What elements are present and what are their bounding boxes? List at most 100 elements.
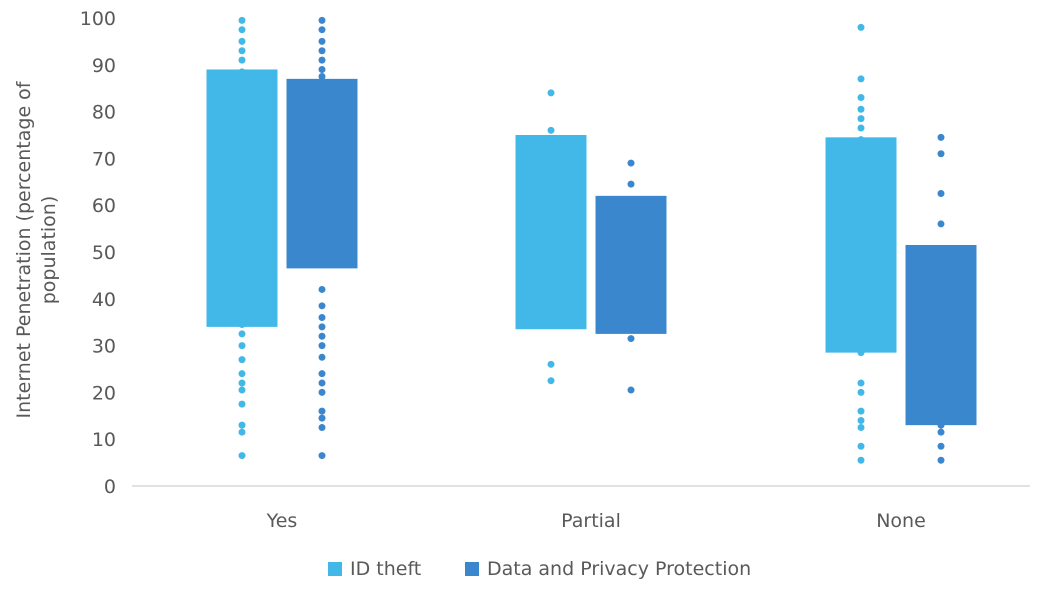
data-point-data-privacy (318, 182, 326, 190)
data-point-data-privacy (318, 370, 326, 378)
data-point-id-theft (238, 75, 246, 83)
x-tick-label: None (876, 510, 926, 532)
data-point-id-theft (238, 26, 246, 34)
data-point-data-privacy (937, 442, 945, 450)
data-point-data-privacy (318, 157, 326, 165)
data-point-id-theft (238, 204, 246, 212)
data-point-id-theft (238, 82, 246, 90)
data-point-id-theft (857, 23, 865, 31)
data-point-id-theft (238, 180, 246, 188)
y-tick-label: 80 (92, 102, 116, 124)
data-point-data-privacy (937, 384, 945, 392)
data-point-data-privacy (318, 388, 326, 396)
data-point-id-theft (857, 243, 865, 251)
data-point-id-theft (238, 16, 246, 24)
data-point-id-theft (857, 115, 865, 123)
data-point-data-privacy (937, 307, 945, 314)
data-point-data-privacy (318, 285, 326, 293)
data-point-data-privacy (318, 379, 326, 387)
data-point-data-privacy (318, 89, 326, 97)
data-point-data-privacy (627, 180, 635, 188)
data-point-id-theft (238, 370, 246, 378)
data-point-id-theft (857, 220, 865, 228)
data-point-data-privacy (627, 323, 635, 331)
data-point-data-privacy (318, 129, 326, 137)
data-point-data-privacy (318, 16, 326, 24)
data-point-id-theft (238, 330, 246, 338)
data-point-id-theft (547, 250, 555, 258)
data-point-data-privacy (627, 159, 635, 167)
data-point-id-theft (238, 37, 246, 45)
data-point-id-theft (857, 136, 865, 144)
point-layer (238, 16, 945, 464)
x-tick-label: Yes (266, 510, 298, 532)
data-point-data-privacy (318, 414, 326, 422)
data-point-data-privacy (318, 232, 326, 240)
data-point-id-theft (857, 105, 865, 113)
data-point-id-theft (857, 407, 865, 415)
data-point-id-theft (238, 356, 246, 364)
data-point-id-theft (238, 168, 246, 176)
data-point-data-privacy (318, 65, 326, 73)
y-tick-label: 90 (92, 55, 116, 77)
data-point-data-privacy (318, 96, 326, 104)
data-point-data-privacy (937, 412, 945, 420)
data-point-data-privacy (318, 211, 326, 219)
data-point-data-privacy (937, 290, 945, 298)
data-point-id-theft (238, 285, 246, 293)
legend-swatch (465, 562, 479, 576)
data-point-data-privacy (937, 363, 945, 371)
data-point-data-privacy (627, 386, 635, 394)
data-point-id-theft (547, 360, 555, 368)
data-point-data-privacy (318, 201, 326, 209)
data-point-id-theft (857, 159, 865, 167)
x-axis-ticks: Yes Partial None (266, 510, 926, 532)
data-point-data-privacy (318, 222, 326, 230)
data-point-id-theft (857, 342, 865, 350)
data-point-data-privacy (937, 421, 945, 429)
data-point-id-theft (238, 400, 246, 408)
data-point-data-privacy (318, 342, 326, 350)
data-point-id-theft (547, 140, 555, 148)
data-point-id-theft (547, 290, 555, 298)
data-point-id-theft (857, 379, 865, 387)
y-tick-label: 10 (92, 429, 116, 451)
data-point-id-theft (238, 379, 246, 387)
y-tick-label: 100 (80, 8, 116, 30)
data-point-id-theft (238, 304, 246, 312)
data-point-data-privacy (318, 80, 326, 88)
y-tick-label: 0 (104, 476, 116, 498)
data-point-data-privacy (627, 250, 635, 258)
box-data-privacy-partial (595, 195, 667, 334)
data-point-data-privacy (318, 73, 326, 80)
data-point-data-privacy (318, 323, 326, 331)
y-tick-label: 60 (92, 195, 116, 217)
y-tick-label: 30 (92, 336, 116, 358)
legend-label: ID theft (350, 558, 421, 580)
data-point-data-privacy (937, 330, 945, 338)
data-point-data-privacy (318, 103, 326, 111)
data-point-id-theft (238, 190, 246, 197)
data-point-id-theft (547, 126, 555, 134)
data-point-id-theft (857, 321, 865, 329)
data-point-id-theft (238, 119, 246, 127)
data-point-id-theft (547, 227, 555, 235)
data-point-id-theft (238, 126, 246, 134)
data-point-id-theft (857, 180, 865, 188)
data-point-data-privacy (318, 47, 326, 55)
data-point-id-theft (857, 124, 865, 132)
data-point-id-theft (857, 94, 865, 102)
data-point-id-theft (857, 349, 865, 357)
data-point-id-theft (238, 292, 246, 300)
data-point-data-privacy (318, 243, 326, 251)
data-point-id-theft (238, 94, 246, 102)
data-point-data-privacy (937, 274, 945, 282)
data-point-data-privacy (318, 424, 326, 431)
data-point-data-privacy (937, 428, 945, 436)
data-point-id-theft (238, 260, 246, 268)
data-point-id-theft (238, 56, 246, 64)
data-point-id-theft (857, 206, 865, 214)
data-point-data-privacy (937, 456, 945, 464)
data-point-data-privacy (318, 140, 326, 148)
data-point-id-theft (857, 456, 865, 464)
